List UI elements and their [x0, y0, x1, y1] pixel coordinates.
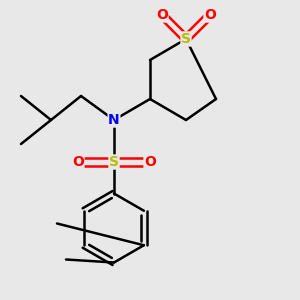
Text: O: O [204, 8, 216, 22]
Text: O: O [156, 8, 168, 22]
Text: O: O [72, 155, 84, 169]
Text: S: S [181, 32, 191, 46]
Text: N: N [108, 113, 120, 127]
Text: O: O [144, 155, 156, 169]
Text: S: S [109, 155, 119, 169]
